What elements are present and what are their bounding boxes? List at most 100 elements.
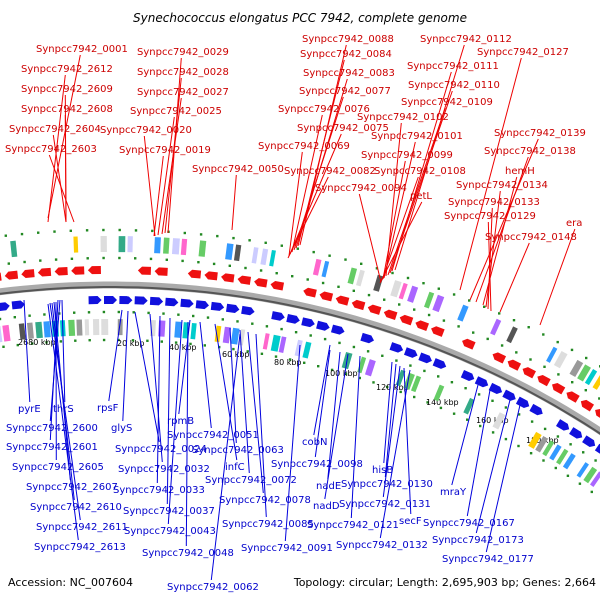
feature-bar	[403, 372, 415, 390]
reverse-gene-arrow	[529, 403, 543, 416]
ring-dot	[366, 350, 370, 353]
feature-bar	[347, 267, 358, 285]
feature-bar	[182, 322, 189, 339]
feature-bar	[18, 323, 26, 340]
ring-dot	[466, 418, 469, 421]
ring-dot	[147, 311, 150, 315]
forward-connector	[379, 201, 423, 284]
ring-dot	[582, 451, 585, 454]
forward-connector	[287, 176, 329, 259]
forward-gene-label: Synpcc7942_0139	[494, 128, 586, 139]
ring-dot	[259, 269, 263, 272]
feature-bar	[251, 247, 259, 264]
ring-dot	[280, 327, 283, 331]
tick-label: 20 kbp	[117, 339, 145, 348]
reverse-connector	[199, 321, 212, 429]
ring-dot	[251, 322, 254, 325]
feature-bar	[225, 243, 234, 260]
ring-dot	[181, 259, 184, 263]
feature-bar	[577, 364, 591, 382]
forward-connector	[358, 193, 382, 283]
ring-dot	[134, 229, 138, 232]
forward-gene-arrow	[254, 278, 268, 288]
reverse-gene-label: glyS	[111, 423, 132, 434]
ring-dot	[585, 356, 588, 360]
feature-bar	[553, 351, 568, 369]
reverse-gene-label: thrS	[53, 404, 74, 415]
forward-gene-label: Synpcc7942_0138	[484, 146, 576, 157]
reverse-gene-label: Synpcc7942_0024	[115, 444, 207, 455]
ring-dot	[375, 267, 379, 270]
forward-gene-arrow	[237, 275, 252, 285]
feature-bar	[43, 321, 51, 338]
feature-bar	[118, 236, 126, 253]
feature-bar	[542, 440, 555, 457]
ring-dot	[358, 376, 361, 380]
reverse-gene-label: Synpcc7942_0033	[113, 485, 205, 496]
ring-dot	[486, 337, 489, 341]
forward-connector	[157, 116, 175, 236]
ring-dot	[352, 289, 355, 292]
forward-gene-label: Synpcc7942_2612	[21, 64, 113, 75]
reverse-gene-label: Synpcc7942_0177	[442, 554, 534, 565]
ring-dot	[39, 259, 42, 262]
ring-dot	[427, 313, 431, 317]
reverse-connector	[466, 389, 491, 517]
ring-dot	[165, 258, 168, 261]
feature-bar	[10, 240, 18, 258]
reverse-gene-arrow	[502, 389, 516, 401]
forward-gene-label: Synpcc7942_0028	[137, 67, 229, 78]
gene-labels: Synpcc7942_0001 Synpcc7942_2612 Synpcc7942…	[5, 34, 586, 593]
ring-dot	[554, 466, 557, 470]
ring-dot	[102, 256, 105, 260]
gene-features	[0, 235, 600, 487]
ring-dot	[275, 272, 278, 275]
ring-dot	[264, 241, 267, 244]
ring-dot	[515, 351, 518, 354]
reverse-gene-label: Synpcc7942_2605	[12, 462, 104, 473]
ring-dot	[386, 385, 389, 389]
feature-bar	[463, 397, 475, 415]
reverse-gene-label: Synpcc7942_0063	[192, 445, 284, 456]
ring-dot	[177, 313, 180, 316]
ring-dot	[174, 341, 178, 344]
ring-dot	[477, 393, 481, 396]
feature-bar	[101, 318, 109, 336]
ring-dot	[232, 236, 235, 240]
ring-dot	[212, 262, 216, 266]
ring-dot	[31, 342, 34, 345]
reverse-connector	[324, 353, 349, 500]
ring-dot	[118, 228, 121, 232]
reverse-gene-arrow	[515, 396, 530, 408]
ring-dot	[578, 482, 582, 485]
backbone-outer	[0, 281, 600, 436]
forward-connector	[485, 190, 501, 308]
reverse-gene-arrow	[195, 300, 209, 310]
reverse-gene-arrow	[88, 296, 102, 305]
ring-dot	[409, 364, 412, 367]
reverse-connector	[134, 311, 160, 443]
ring-dot	[16, 343, 19, 347]
reverse-gene-label: Synpcc7942_2611	[36, 522, 128, 533]
ring-dot	[566, 474, 570, 477]
ring-dot	[556, 435, 560, 438]
reverse-gene-label: Synpcc7942_2610	[30, 502, 122, 513]
reverse-connector	[382, 365, 401, 498]
ring-dot	[557, 373, 560, 376]
feature-bar	[390, 280, 402, 298]
reverse-connector	[61, 299, 66, 403]
tick-label: 60 kbp	[222, 350, 250, 359]
reverse-connector	[284, 344, 301, 542]
ring-dot	[59, 340, 63, 343]
forward-gene-arrow	[351, 299, 366, 311]
ring-dot	[102, 338, 106, 342]
forward-gene-label: Synpcc7942_0109	[401, 97, 493, 108]
forward-connector	[64, 114, 67, 223]
feature-bar	[278, 336, 287, 353]
ring-dot	[45, 341, 48, 344]
ring-dot	[530, 420, 534, 423]
forward-connector	[475, 156, 529, 303]
ring-dot	[53, 230, 56, 233]
forward-gene-arrow	[270, 281, 285, 291]
ring-dot	[413, 395, 416, 399]
